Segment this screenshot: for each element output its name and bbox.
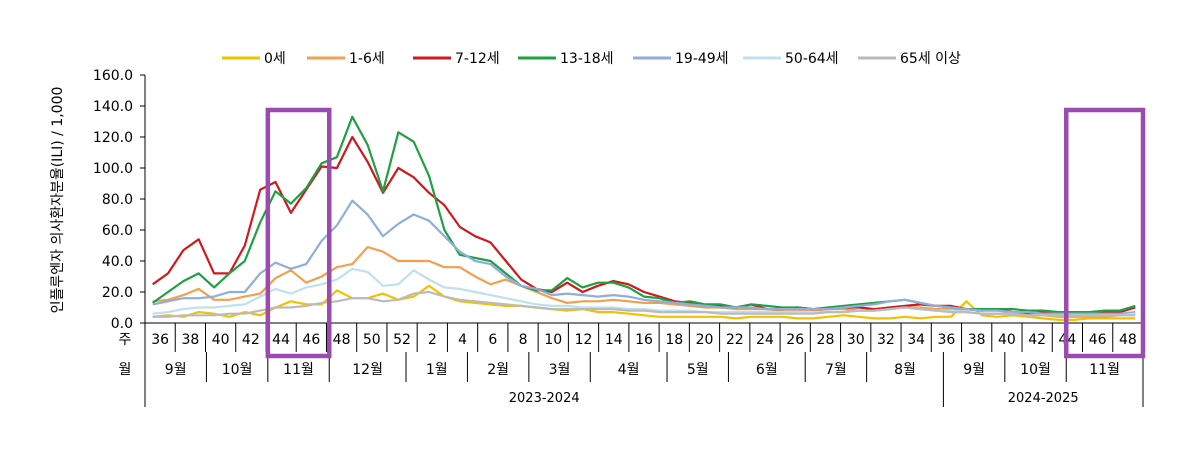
- week-tick-label: 8: [519, 332, 528, 348]
- week-tick-label: 28: [817, 332, 835, 348]
- legend-label: 50-64세: [785, 51, 839, 67]
- y-tick-label: 80.0: [102, 192, 133, 208]
- month-label: 9월: [963, 362, 985, 378]
- y-axis-label: 인플루엔자 의사환자분율(ILI) / 1,000: [50, 87, 66, 314]
- week-tick-label: 30: [847, 332, 865, 348]
- month-label: 10월: [222, 362, 253, 378]
- week-tick-label: 40: [998, 332, 1016, 348]
- month-label: 11월: [1089, 362, 1120, 378]
- series-line-6: [152, 290, 1136, 318]
- week-tick-label: 42: [242, 332, 260, 348]
- week-tick-label: 32: [877, 332, 895, 348]
- highlight-box-0: [265, 107, 332, 359]
- week-tick-label: 42: [1028, 332, 1046, 348]
- week-tick-label: 48: [333, 332, 351, 348]
- series-layer: [152, 115, 1136, 321]
- month-label: 6월: [756, 362, 778, 378]
- week-tick-label: 16: [635, 332, 653, 348]
- week-tick-label: 40: [212, 332, 230, 348]
- legend-label: 0세: [264, 51, 286, 67]
- y-tick-label: 140.0: [93, 99, 133, 115]
- y-tick-label: 100.0: [93, 161, 133, 177]
- y-tick-label: 120.0: [93, 130, 133, 146]
- week-tick-label: 50: [363, 332, 381, 348]
- month-label: 7월: [825, 362, 847, 378]
- month-label: 3월: [549, 362, 571, 378]
- y-tick-label: 60.0: [102, 223, 133, 239]
- month-label: 9월: [165, 362, 187, 378]
- week-tick-label: 38: [968, 332, 986, 348]
- week-tick-label: 20: [696, 332, 714, 348]
- week-tick-label: 2: [428, 332, 437, 348]
- week-tick-label: 46: [302, 332, 320, 348]
- legend-label: 13-18세: [560, 51, 614, 67]
- week-tick-label: 48: [1119, 332, 1137, 348]
- legend-label: 19-49세: [675, 51, 729, 67]
- legend-label: 65세 이상: [900, 51, 961, 67]
- week-row-label: 주: [119, 332, 132, 348]
- y-tick-label: 160.0: [93, 68, 133, 84]
- week-tick-label: 38: [181, 332, 199, 348]
- month-label: 12월: [352, 362, 383, 378]
- legend-label: 7-12세: [455, 51, 500, 67]
- season-label: 2023-2024: [509, 391, 580, 406]
- week-tick-label: 44: [272, 332, 290, 348]
- series-line-2: [152, 135, 1136, 315]
- week-tick-label: 34: [907, 332, 925, 348]
- highlight-box-1: [1063, 107, 1146, 359]
- week-tick-label: 4: [458, 332, 467, 348]
- y-tick-label: 20.0: [102, 285, 133, 301]
- y-tick-label: 0.0: [111, 316, 133, 332]
- week-tick-label: 14: [605, 332, 623, 348]
- month-label: 10월: [1020, 362, 1051, 378]
- month-label: 8월: [894, 362, 916, 378]
- month-row-label: 월: [119, 362, 132, 378]
- series-line-4: [152, 199, 1136, 315]
- highlight-layer: [265, 107, 1146, 359]
- legend: 0세 1-6세 7-12세 13-18세 19-49세 50-64세 65세 이상: [222, 51, 961, 67]
- season-label: 2024-2025: [1008, 391, 1079, 406]
- week-tick-label: 10: [544, 332, 562, 348]
- month-label: 11월: [283, 362, 314, 378]
- month-label: 2월: [487, 362, 509, 378]
- week-tick-label: 36: [151, 332, 169, 348]
- week-tick-label: 6: [488, 332, 497, 348]
- week-tick-label: 52: [393, 332, 411, 348]
- legend-label: 1-6세: [349, 51, 385, 67]
- month-label: 4월: [618, 362, 640, 378]
- week-tick-label: 36: [938, 332, 956, 348]
- week-tick-label: 12: [575, 332, 593, 348]
- week-tick-label: 26: [786, 332, 804, 348]
- week-tick-label: 46: [1089, 332, 1107, 348]
- month-label: 1월: [426, 362, 448, 378]
- series-line-3: [152, 115, 1136, 314]
- week-tick-label: 22: [726, 332, 744, 348]
- y-axis: 0.0 20.0 40.0 60.0 80.0 100.0 120.0 140.0 160.0: [93, 68, 146, 332]
- week-tick-label: 18: [665, 332, 683, 348]
- month-label: 5월: [687, 362, 709, 378]
- week-tick-label: 24: [756, 332, 774, 348]
- y-tick-label: 40.0: [102, 254, 133, 270]
